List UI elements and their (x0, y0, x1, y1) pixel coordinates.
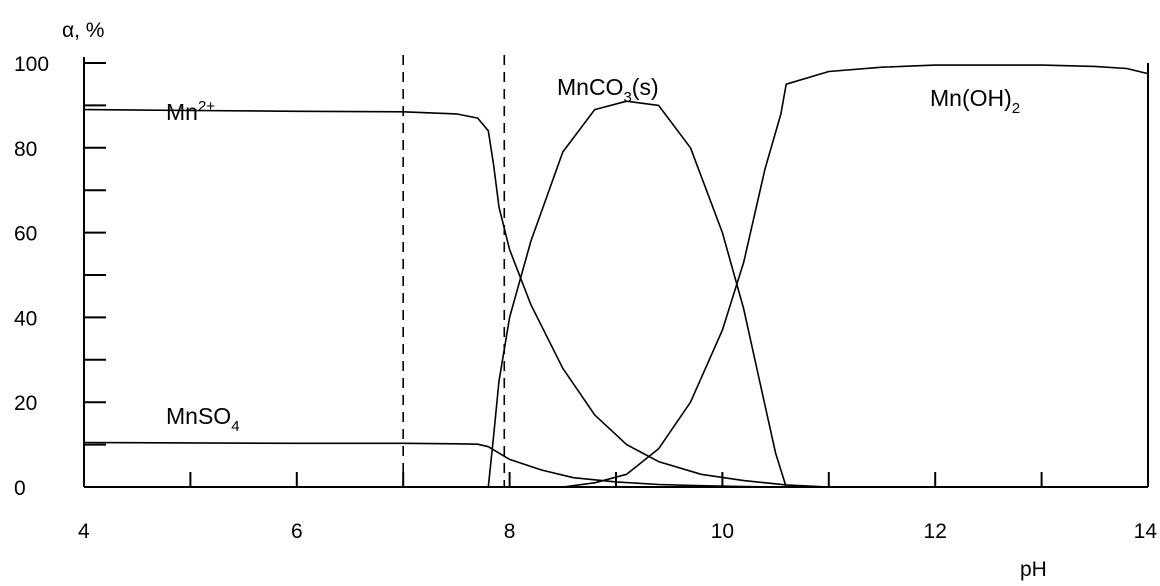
x-tick-label: 4 (78, 520, 90, 543)
series-line-mn2 (83, 108, 829, 488)
y-tick-label: 80 (14, 138, 37, 161)
series-group (83, 64, 1149, 488)
x-tick-label: 6 (291, 520, 303, 543)
label-mnoh2-sub: 2 (1012, 100, 1020, 117)
label-mnso4-sub: 4 (231, 418, 239, 435)
label-mn2-base: Mn (166, 99, 198, 125)
label-mn2: Mn2+ (166, 98, 215, 125)
y-tick-label: 60 (14, 223, 37, 246)
series-line-mnso4 (83, 441, 787, 488)
label-mnso4: MnSO4 (166, 403, 240, 435)
y-tick-label: 0 (14, 477, 26, 500)
tick-labels: 0 20 40 60 80 100 4 6 8 10 12 14 (14, 53, 1157, 543)
tick-marks (84, 62, 1043, 488)
y-tick-label: 40 (14, 307, 37, 330)
label-mnco3-sub: 3 (623, 89, 631, 106)
label-mnco3: MnCO3(s) (557, 74, 659, 106)
y-tick-label: 100 (14, 53, 49, 76)
label-mnco3-tail: (s) (632, 74, 659, 100)
series-line-mnco3 (487, 100, 787, 488)
label-mnso4-base: MnSO (166, 403, 231, 429)
label-mnco3-base: MnCO (557, 74, 623, 100)
x-tick-label: 14 (1134, 520, 1158, 543)
label-mnoh2-base: Mn(OH) (930, 85, 1012, 111)
x-tick-label: 8 (504, 520, 516, 543)
y-axis-label: α, % (62, 19, 104, 42)
x-tick-label: 10 (711, 520, 734, 543)
x-axis-label: pH (1020, 558, 1047, 581)
series-line-mnoh2 (562, 64, 1149, 488)
label-mn2-sup: 2+ (198, 98, 215, 115)
x-tick-label: 12 (924, 520, 947, 543)
reference-lines (402, 55, 506, 487)
plot-frame (83, 57, 1149, 488)
label-mnoh2: Mn(OH)2 (930, 85, 1020, 117)
y-tick-label: 20 (14, 392, 37, 415)
